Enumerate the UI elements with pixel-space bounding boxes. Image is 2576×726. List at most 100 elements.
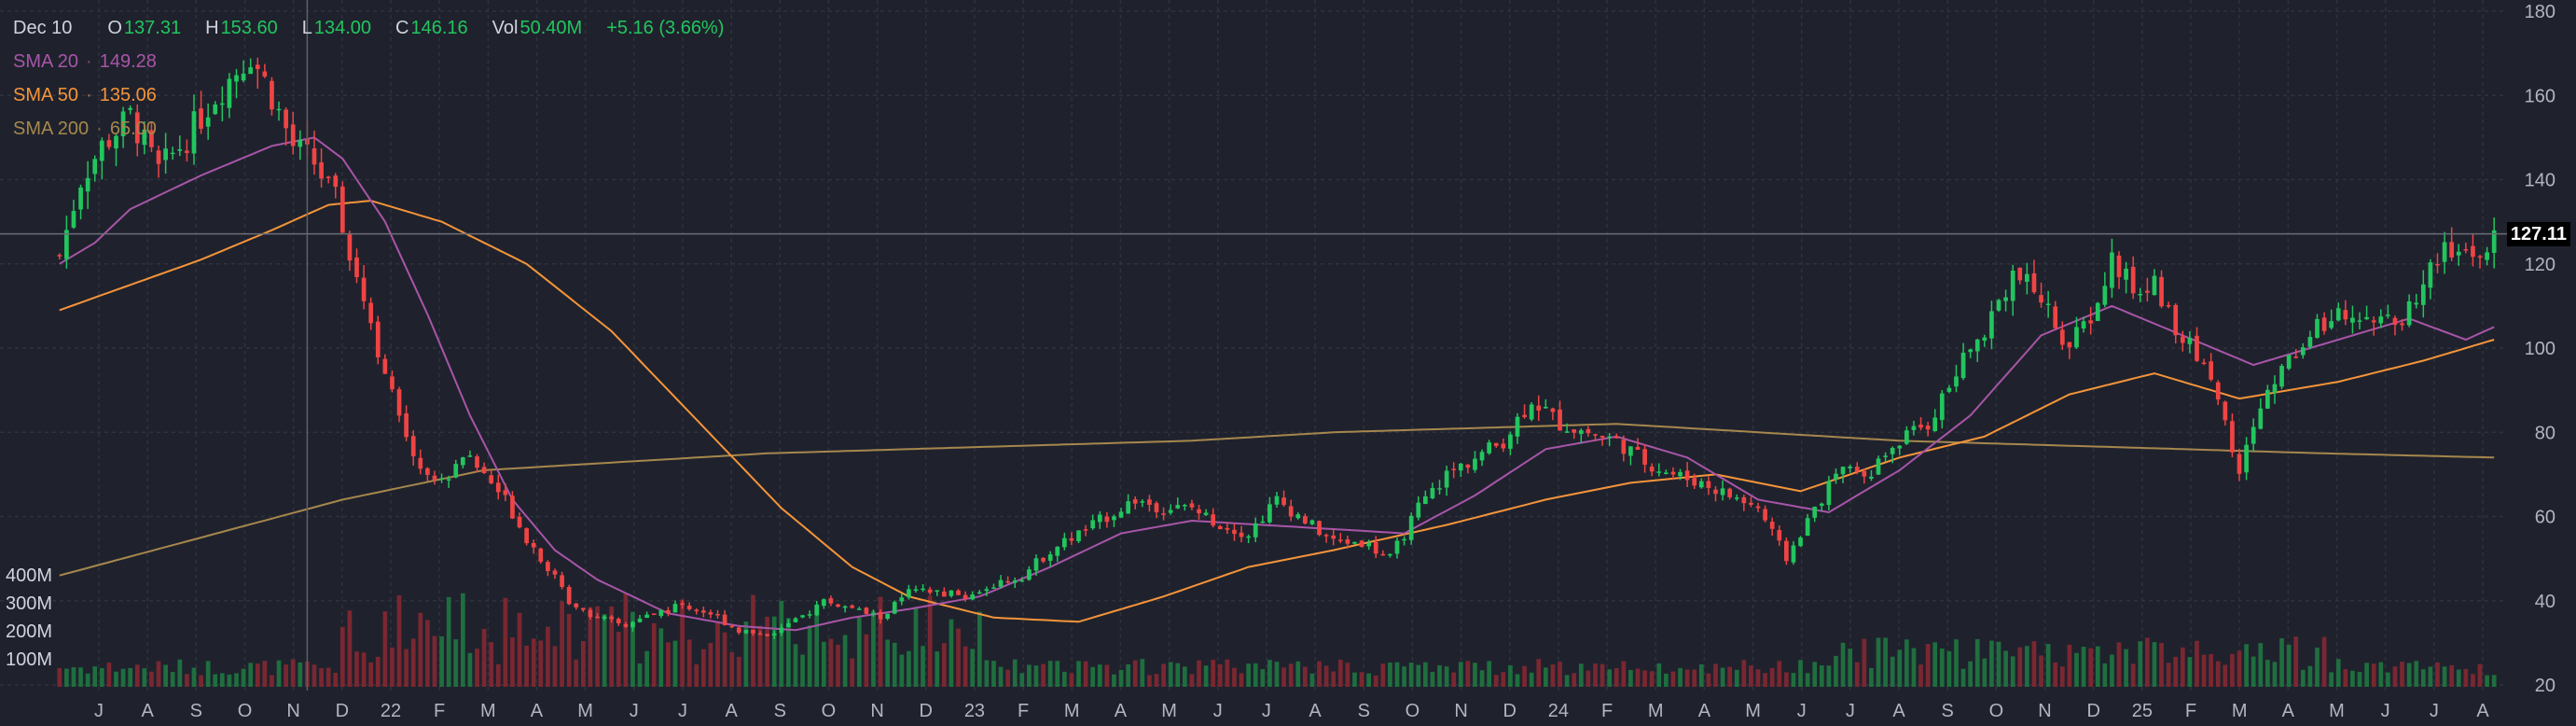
candle-body — [1083, 529, 1088, 531]
volume-bar — [1217, 663, 1223, 687]
candle-body — [602, 616, 607, 620]
volume-bar — [552, 646, 558, 687]
volume-bar — [410, 638, 416, 687]
candle-body — [1763, 509, 1767, 521]
candle-body — [2159, 276, 2164, 307]
volume-bar — [128, 667, 133, 687]
volume-bar — [800, 654, 805, 687]
volume-bar — [2067, 644, 2072, 687]
candle-body — [2166, 304, 2171, 307]
volume-bar — [489, 642, 494, 687]
volume-bar — [708, 642, 713, 687]
volume-bar — [467, 652, 473, 687]
volume-bar — [1303, 666, 1308, 687]
candle-body — [1946, 387, 1952, 392]
sma20-legend[interactable]: SMA 20 · 149.28 — [13, 45, 724, 78]
volume-bar — [1487, 661, 1492, 687]
candle-body — [907, 589, 911, 598]
volume-bar — [1126, 663, 1130, 687]
volume-bar — [595, 606, 600, 687]
volume-bar — [290, 659, 296, 687]
candle-body — [1607, 436, 1613, 439]
candle-body — [1473, 458, 1477, 470]
candle-body — [404, 412, 409, 438]
candle-body — [170, 152, 175, 155]
candle-body — [2491, 230, 2497, 253]
volume-bar — [2392, 666, 2398, 687]
volume-bar — [850, 658, 855, 687]
volume-bar — [921, 646, 925, 687]
volume-bar — [2463, 668, 2469, 687]
volume-bar — [2010, 656, 2015, 687]
candle-body — [1698, 481, 1704, 488]
time-tick-label: A — [1892, 701, 1905, 721]
volume-bar — [2491, 675, 2497, 687]
volume-bar — [1876, 637, 1881, 687]
candle-body — [751, 630, 755, 634]
volume-bar — [1473, 663, 1477, 687]
volume-bar — [1607, 669, 1613, 687]
candle-body — [588, 609, 593, 618]
time-tick-label: F — [1018, 701, 1029, 721]
candle-body — [927, 589, 933, 593]
volume-bar — [2053, 662, 2058, 687]
volume-bar — [1197, 660, 1201, 687]
volume-bar — [375, 656, 381, 687]
time-tick-label: A — [2282, 701, 2295, 721]
candle-body — [595, 616, 600, 619]
candle-body — [1217, 526, 1223, 530]
volume-bar — [1613, 668, 1619, 687]
volume-bar — [2130, 663, 2136, 687]
volume-bar — [907, 650, 911, 687]
volume-bar — [1698, 663, 1704, 687]
volume-bar — [99, 667, 104, 687]
candle-body — [765, 634, 769, 636]
candle-body — [460, 457, 465, 466]
candle-body — [1203, 512, 1209, 515]
volume-bar — [248, 663, 254, 687]
volume-bar — [1890, 656, 1895, 687]
volume-bar — [432, 635, 437, 687]
volume-bar — [390, 647, 395, 687]
volume-bar — [2329, 672, 2334, 687]
candle-body — [630, 621, 635, 628]
candle-body — [935, 590, 940, 593]
volume-bar — [2378, 662, 2384, 687]
volume-bar — [2201, 654, 2207, 687]
candle-body — [1960, 352, 1966, 379]
volume-bar — [2456, 669, 2461, 687]
candle-body — [842, 606, 848, 608]
sma200-legend[interactable]: SMA 200 · 65.00 — [13, 112, 724, 146]
candle-body — [191, 111, 197, 154]
candle-body — [1246, 536, 1251, 538]
volume-bar — [878, 596, 883, 687]
candle-body — [1777, 530, 1782, 541]
volume-bar — [1211, 660, 1216, 687]
candle-body — [708, 612, 713, 615]
candle-body — [2406, 300, 2412, 326]
candle-body — [1097, 514, 1102, 523]
volume-bar — [694, 663, 699, 687]
volume-bar — [1904, 639, 1909, 687]
candle-body — [1586, 428, 1591, 434]
candle-body — [1613, 437, 1619, 439]
volume-bar — [1132, 660, 1138, 687]
candle-body — [1840, 467, 1846, 475]
candle-body — [1005, 580, 1010, 583]
volume-bar — [333, 672, 339, 687]
volume-bar — [1819, 665, 1824, 687]
candle-body — [1678, 471, 1683, 477]
volume-bar — [2286, 644, 2292, 687]
volume-bar — [2159, 643, 2164, 687]
candle-body — [219, 103, 225, 105]
candle-body — [1501, 443, 1506, 449]
sma50-legend[interactable]: SMA 50 · 135.06 — [13, 78, 724, 112]
volume-bar — [1656, 663, 1662, 687]
candle-body — [1890, 448, 1895, 454]
candle-body — [743, 630, 749, 634]
candle-body — [2258, 408, 2264, 429]
candle-body — [319, 161, 324, 179]
price-tick-label: 40 — [2535, 592, 2555, 612]
crosshair — [0, 0, 2509, 691]
